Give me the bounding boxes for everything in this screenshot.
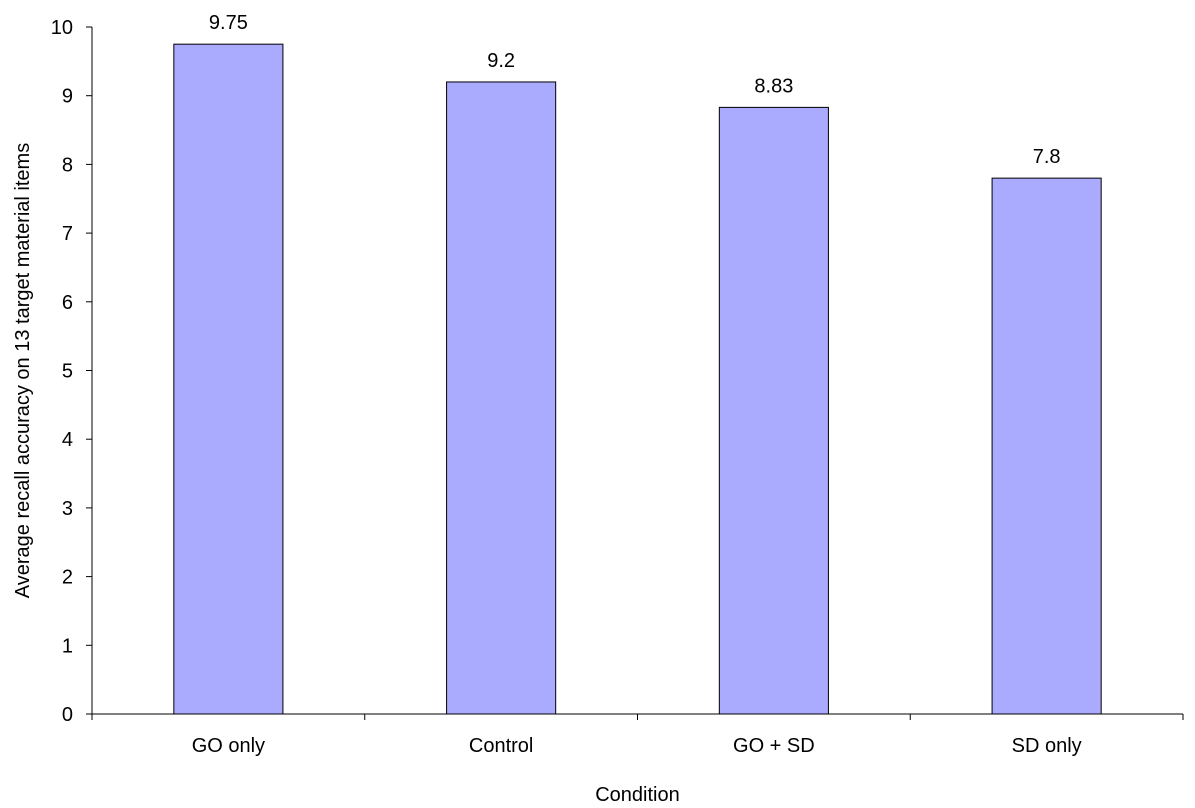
bar bbox=[446, 81, 557, 715]
y-tick-label: 8 bbox=[62, 154, 73, 176]
y-tick-label: 10 bbox=[51, 17, 73, 39]
data-label: 7.8 bbox=[1033, 146, 1061, 168]
data-label: 9.2 bbox=[487, 50, 515, 72]
y-ticks: 0 1 2 3 4 5 6 7 8 9 10 bbox=[51, 17, 92, 726]
y-tick-label: 5 bbox=[62, 361, 73, 383]
y-tick-label: 3 bbox=[62, 498, 73, 520]
y-tick-label: 2 bbox=[62, 567, 73, 589]
y-tick-label: 6 bbox=[62, 292, 73, 314]
y-axis-title: Average recall accuracy on 13 target mat… bbox=[12, 143, 34, 598]
x-axis-title: Condition bbox=[595, 784, 680, 806]
x-category-label: GO + SD bbox=[733, 735, 815, 757]
x-category-label: SD only bbox=[1012, 735, 1082, 757]
x-category-label: Control bbox=[469, 735, 533, 757]
y-tick-label: 9 bbox=[62, 86, 73, 108]
data-labels: 9.75 9.2 8.83 7.8 bbox=[209, 12, 1061, 168]
x-categories: GO only Control GO + SD SD only bbox=[91, 714, 1184, 757]
data-label: 8.83 bbox=[754, 75, 793, 97]
y-tick-label: 0 bbox=[62, 704, 73, 726]
bar bbox=[173, 43, 284, 715]
y-tick-label: 7 bbox=[62, 223, 73, 245]
y-tick-label: 1 bbox=[62, 635, 73, 657]
bar bbox=[991, 177, 1102, 715]
data-label: 9.75 bbox=[209, 12, 248, 34]
bars-layer bbox=[173, 43, 1102, 715]
bar bbox=[718, 106, 829, 715]
x-category-label: GO only bbox=[192, 735, 265, 757]
y-tick-label: 4 bbox=[62, 429, 73, 451]
